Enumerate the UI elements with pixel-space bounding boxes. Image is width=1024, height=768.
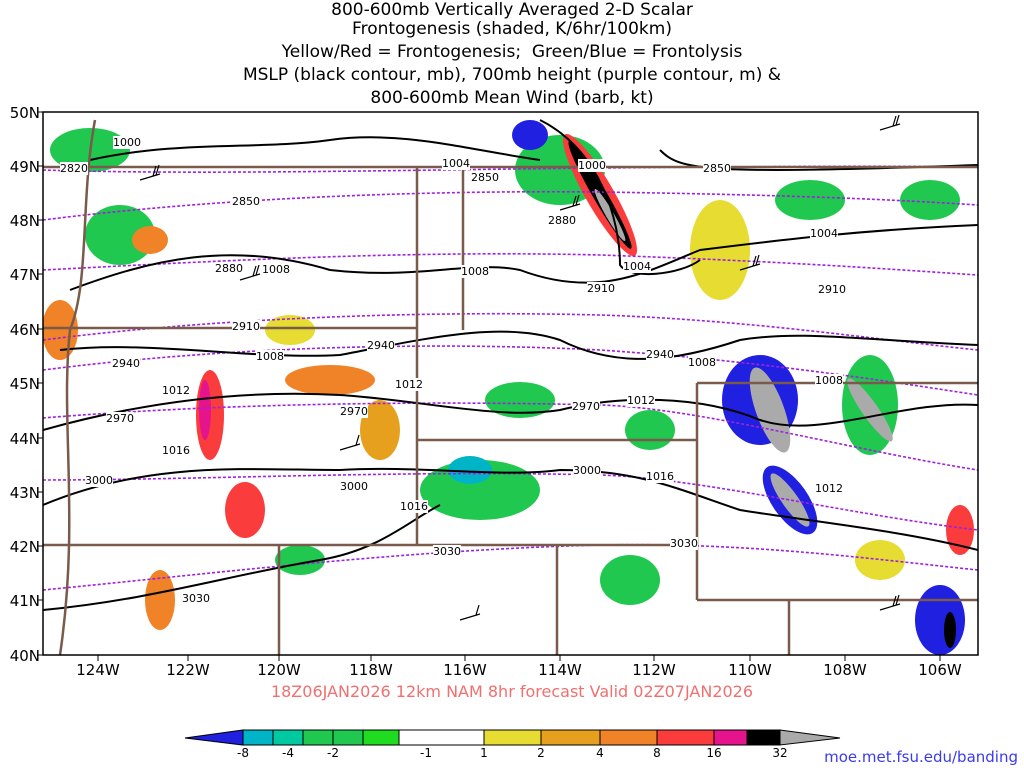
height-label: 3030 [182, 592, 210, 605]
mslp-label: 1012 [815, 482, 843, 495]
height-label: 2850 [471, 171, 499, 184]
mslp-label: 1012 [627, 394, 655, 407]
lon-label: 116W [443, 661, 487, 679]
lat-label: 46N [9, 321, 40, 339]
lat-label: 49N [9, 158, 40, 176]
mslp-label: 1016 [646, 470, 674, 483]
colorbar [184, 729, 841, 746]
wind-barbs [139, 114, 901, 621]
height-label: 3000 [340, 480, 368, 493]
lon-label: 106W [918, 661, 962, 679]
lat-label: 44N [9, 430, 40, 448]
colorbar-tick: -2 [327, 746, 339, 760]
height-label: 2880 [215, 262, 243, 275]
height-label: 2850 [703, 162, 731, 175]
lon-label: 124W [76, 661, 120, 679]
height-label: 2820 [60, 162, 88, 175]
lat-label: 48N [9, 212, 40, 230]
colorbar-tick: 2 [537, 746, 545, 760]
height-label: 2940 [112, 357, 140, 370]
mslp-label: 1012 [162, 384, 190, 397]
height-label: 2910 [232, 320, 260, 333]
lat-label: 45N [9, 375, 40, 393]
mslp-label: 1004 [442, 157, 470, 170]
lat-label: 42N [9, 538, 40, 556]
lat-label: 41N [9, 592, 40, 610]
frontogenesis-shading [43, 120, 974, 655]
colorbar-tick: 8 [653, 746, 661, 760]
lon-label: 114W [538, 661, 582, 679]
height-label: 3000 [85, 474, 113, 487]
title-line-2: Frontogenesis (shaded, K/6hr/100km) [352, 19, 672, 39]
height-label: 2970 [106, 412, 134, 425]
height-label: 3000 [573, 464, 601, 477]
lon-label: 120W [257, 661, 301, 679]
lat-label: 40N [9, 647, 40, 665]
height-label: 2970 [572, 400, 600, 413]
mslp-label: 1016 [162, 444, 190, 457]
mslp-label: 1008 [815, 374, 843, 387]
mslp-label: 1008 [461, 265, 489, 278]
colorbar-tick: 32 [772, 746, 788, 760]
forecast-valid-line: 18Z06JAN2026 12km NAM 8hr forecast Valid… [270, 682, 754, 701]
height-label: 3030 [433, 545, 461, 558]
mslp-label: 1008 [262, 263, 290, 276]
lat-label: 50N [9, 104, 40, 122]
lon-label: 108W [823, 661, 867, 679]
title-line-1: 800-600mb Vertically Averaged 2-D Scalar [331, 0, 693, 20]
lon-label: 110W [728, 661, 772, 679]
credit-link[interactable]: moe.met.fsu.edu/banding [824, 748, 1018, 766]
lon-label: 112W [632, 661, 676, 679]
mslp-label: 1000 [113, 136, 141, 149]
colorbar-tick: -8 [237, 746, 249, 760]
colorbar-tick: 4 [596, 746, 604, 760]
lat-label: 47N [9, 266, 40, 284]
lon-label: 122W [166, 661, 210, 679]
height-label: 2850 [232, 195, 260, 208]
height-label: 2910 [587, 282, 615, 295]
height-label: 2970 [340, 405, 368, 418]
title-line-4: MSLP (black contour, mb), 700mb height (… [242, 65, 782, 85]
height-label: 2880 [548, 214, 576, 227]
title-line-5: 800-600mb Mean Wind (barb, kt) [370, 88, 654, 108]
colorbar-tick: 1 [480, 746, 488, 760]
mslp-label: 1008 [256, 350, 284, 363]
mslp-label: 1008 [688, 356, 716, 369]
mslp-label: 1016 [400, 500, 428, 513]
height-label: 2940 [367, 339, 395, 352]
mslp-label: 1004 [810, 227, 838, 240]
colorbar-tick: -1 [420, 746, 432, 760]
colorbar-tick: 16 [706, 746, 722, 760]
lat-ticks [37, 111, 43, 656]
colorbar-tick: -4 [282, 746, 294, 760]
mslp-label: 1012 [395, 378, 423, 391]
title-line-3: Yellow/Red = Frontogenesis; Green/Blue =… [281, 42, 743, 62]
height-label: 2910 [818, 283, 846, 296]
mslp-label: 1004 [623, 260, 651, 273]
lon-ticks [97, 655, 941, 661]
mslp-label: 1000 [578, 159, 606, 172]
height-label: 2940 [646, 348, 674, 361]
height-label: 3030 [670, 537, 698, 550]
lat-label: 43N [9, 484, 40, 502]
lon-label: 118W [349, 661, 393, 679]
